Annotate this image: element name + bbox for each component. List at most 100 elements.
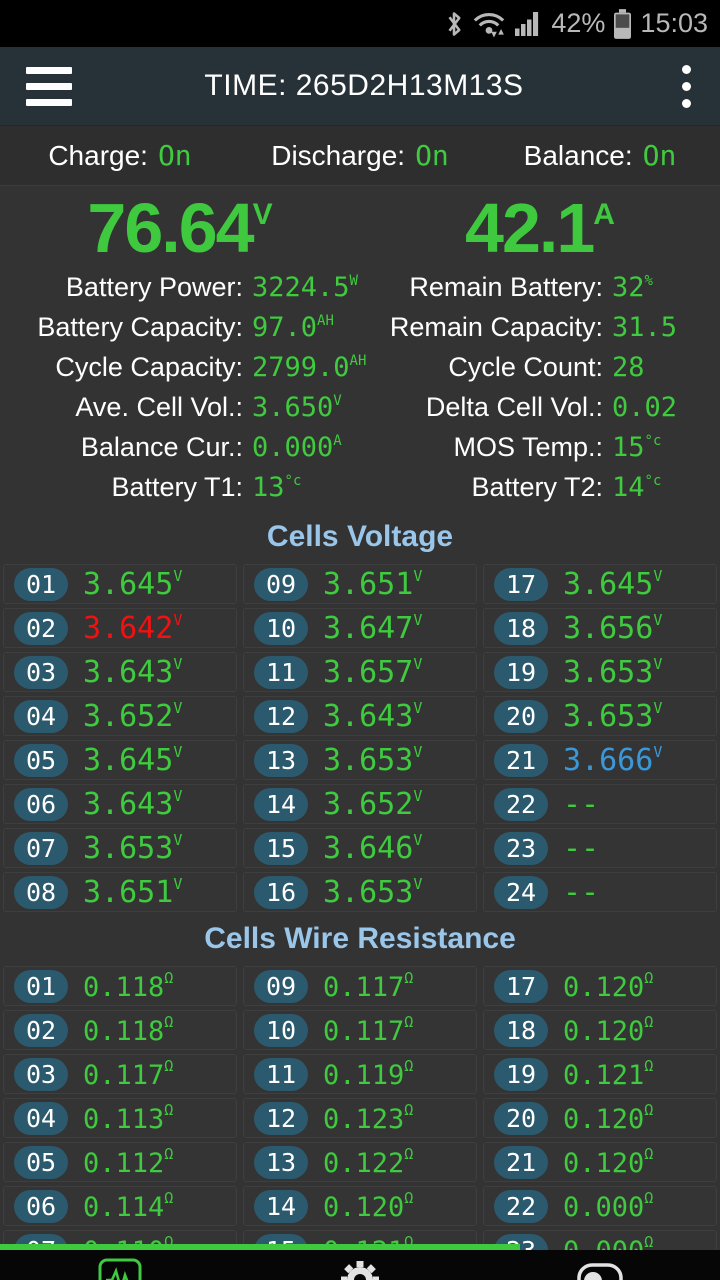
cell-value: 0.118Ω [83,1013,174,1047]
wifi-icon [472,9,506,39]
menu-hamburger-icon[interactable] [26,58,72,115]
cells-resistance-grid: 01 0.118Ω 02 0.118Ω 03 0.117Ω 04 0.113Ω … [0,964,720,1272]
cell-reading-tile: 05 3.645V [3,740,237,780]
switch-value: On [415,139,449,172]
stat-item: Remain Battery: 32% [360,272,720,312]
cell-unit: Ω [164,1233,174,1251]
cell-value: 0.114Ω [83,1189,174,1223]
cell-reading-tile: 15 3.646V [243,828,477,868]
cell-reading-tile: 14 0.120Ω [243,1186,477,1226]
stat-item: Battery T1: 13°c [0,472,360,512]
stat-unit: % [644,273,653,289]
cell-number-badge: 02 [14,1013,68,1047]
cell-reading-tile: 09 3.651V [243,564,477,604]
cell-reading-tile: 24 -- [483,872,717,912]
cell-number-badge: 17 [494,567,548,601]
nav-tab-switch[interactable] [480,1250,720,1280]
cell-number-badge: 14 [254,1189,308,1223]
stat-label: Remain Capacity: [389,312,603,342]
cell-number-badge: 01 [14,969,68,1003]
nav-tab-settings[interactable] [240,1250,480,1280]
cell-reading-tile: 02 0.118Ω [3,1010,237,1050]
cell-value: 3.653V [83,830,183,866]
cell-unit: V [413,830,423,849]
cell-value: 0.121Ω [563,1057,654,1091]
cell-number-badge: 12 [254,1101,308,1135]
cell-value: 0.123Ω [323,1101,414,1135]
cell-unit: Ω [644,1057,654,1075]
cell-unit: V [653,566,663,585]
switch-label: Discharge: [271,139,406,171]
cell-unit: V [173,654,183,673]
stat-value: 3224.5W [252,272,358,303]
cell-reading-tile: 21 0.120Ω [483,1142,717,1182]
cell-value: 3.645V [563,566,663,602]
cell-reading-tile: 08 3.651V [3,872,237,912]
cell-reading-tile: 12 3.643V [243,696,477,736]
cell-number-badge: 11 [254,655,308,689]
cell-value: 3.647V [323,610,423,646]
cell-value: 0.117Ω [323,1013,414,1047]
cell-reading-tile: 22 -- [483,784,717,824]
cell-unit: Ω [404,1057,414,1075]
cell-number-badge: 01 [14,567,68,601]
cell-unit: Ω [644,969,654,987]
stat-item: Battery Power: 3224.5W [0,272,360,312]
switch-value: On [642,139,677,172]
switch-status-item[interactable]: Charge: On [0,139,240,172]
stat-label: Cycle Count: [448,352,603,382]
stat-unit: °c [644,473,662,489]
stat-unit: °c [284,473,302,489]
pack-stats-grid: Battery Power: 3224.5W Remain Battery: 3… [0,270,720,512]
stat-item: MOS Temp.: 15°c [360,432,720,472]
cell-number-badge: 22 [494,787,548,821]
switch-status-item[interactable]: Discharge: On [240,139,480,172]
stat-label: Ave. Cell Vol.: [75,392,243,422]
overflow-menu-icon[interactable] [656,64,716,108]
cell-number-badge: 05 [14,743,68,777]
cell-reading-tile: 03 3.643V [3,652,237,692]
cell-unit: V [173,830,183,849]
cell-number-badge: 10 [254,1013,308,1047]
cell-value: 0.120Ω [563,1145,654,1179]
nav-tab-monitor[interactable] [0,1250,240,1280]
cell-reading-tile: 17 3.645V [483,564,717,604]
stat-value: 3.650V [252,392,342,423]
cell-number-badge: 19 [494,1057,548,1091]
cell-value: 3.642V [83,610,183,646]
stat-value: 0.000A [252,432,342,463]
cell-number-badge: 20 [494,1101,548,1135]
cell-number-badge: 11 [254,1057,308,1091]
cell-number-badge: 12 [254,699,308,733]
cell-number-badge: 07 [14,831,68,865]
bluetooth-icon [445,9,463,39]
battery-percent-text: 42% [551,8,606,38]
cell-number-badge: 10 [254,611,308,645]
stat-item: Remain Capacity: 31.5 [360,312,720,352]
cell-unit: V [173,786,183,805]
stat-value: 15°c [612,432,662,463]
stat-label: Battery T2: [471,472,603,502]
cell-unit: Ω [644,1101,654,1119]
stat-label: Battery T1: [111,472,243,502]
cell-reading-tile: 03 0.117Ω [3,1054,237,1094]
cell-reading-tile: 14 3.652V [243,784,477,824]
cell-unit: Ω [404,1233,414,1251]
cell-unit: V [413,874,423,893]
cell-reading-tile: 16 3.653V [243,872,477,912]
cell-reading-tile: 21 3.666V [483,740,717,780]
cell-value: 0.117Ω [323,969,414,1003]
cell-reading-tile: 05 0.112Ω [3,1142,237,1182]
switch-status-row: Charge: On Discharge: On Balance: On [0,126,720,186]
cell-reading-tile: 19 0.121Ω [483,1054,717,1094]
cell-number-badge: 22 [494,1189,548,1223]
cell-number-badge: 04 [14,1101,68,1135]
cell-number-badge: 13 [254,743,308,777]
stat-item: Balance Cur.: 0.000A [0,432,360,472]
cell-unit: V [653,610,663,629]
stat-value: 97.0AH [252,312,334,343]
cell-unit: V [413,742,423,761]
switch-status-item[interactable]: Balance: On [480,139,720,172]
monitor-waveform-icon [97,1257,143,1280]
cell-reading-tile: 07 3.653V [3,828,237,868]
